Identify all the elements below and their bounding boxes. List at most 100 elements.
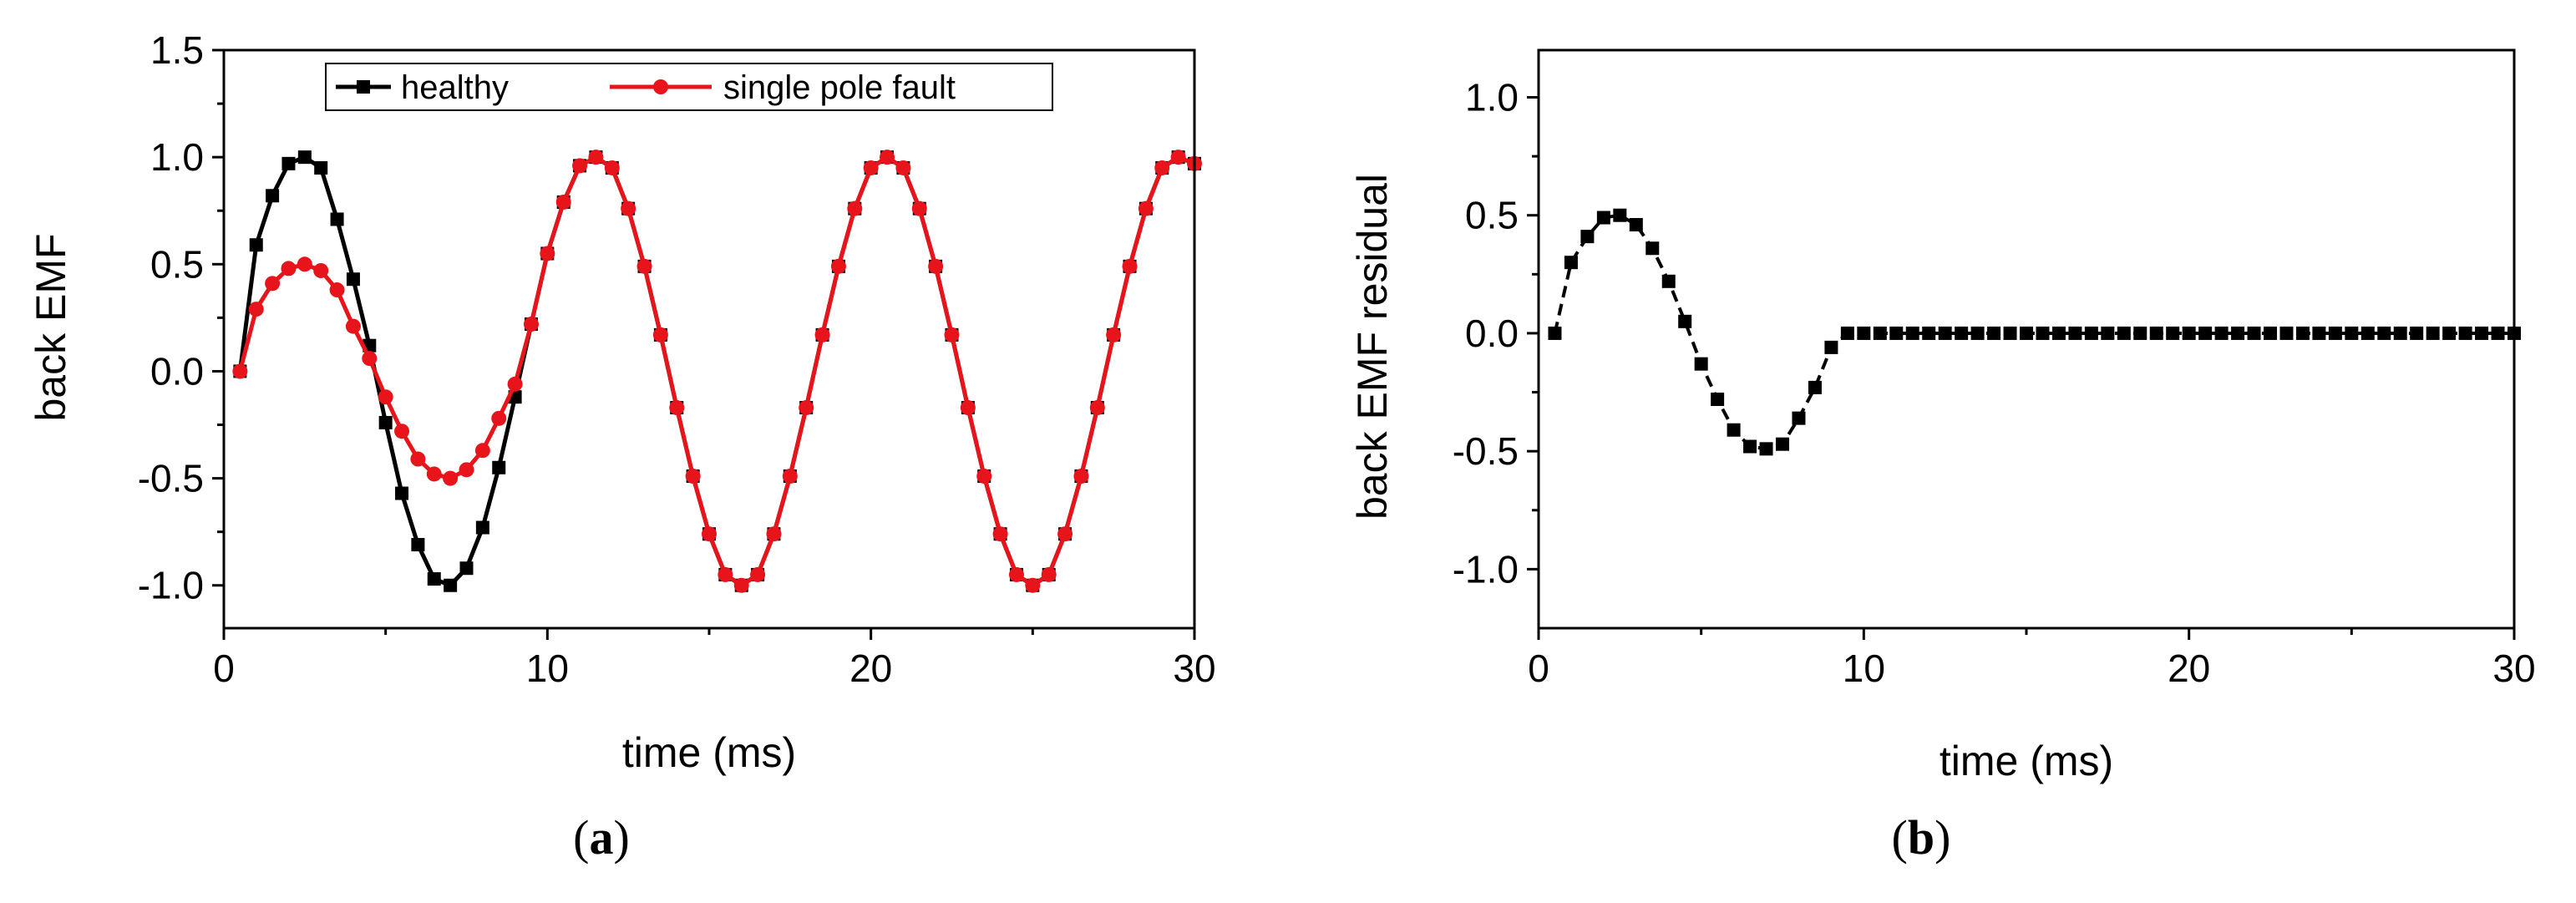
panel-b-label-close-paren: ) xyxy=(1935,810,1950,865)
panel-b-series-0-point xyxy=(2003,326,2017,340)
panel-a-healthy-point xyxy=(266,189,280,203)
panel-a-single-pole-fault-point xyxy=(652,327,668,342)
panel-a-single-pole-fault-point xyxy=(1170,150,1186,165)
panel-a-single-pole-fault-point xyxy=(830,258,846,274)
panel-a-single-pole-fault-point xyxy=(345,318,361,334)
panel-a-single-pole-fault-point xyxy=(1008,566,1024,582)
panel-a-single-pole-fault-point xyxy=(540,246,555,261)
panel-a-single-pole-fault-point xyxy=(410,451,426,467)
panel-b-series-0-point xyxy=(1580,230,1595,244)
panel-a-healthy-point xyxy=(475,520,489,535)
panel-a-single-pole-fault-point xyxy=(992,526,1008,542)
panel-a-single-pole-fault-point xyxy=(248,302,264,317)
panel-b-series-0-point xyxy=(2360,326,2375,340)
panel-b-series-0-point xyxy=(2020,326,2033,340)
panel-a-healthy-point xyxy=(378,415,393,429)
panel-a-single-pole-fault-point xyxy=(669,400,685,416)
panel-b-series-layer xyxy=(1548,208,2521,456)
panel-a-y-tick-label: -1.0 xyxy=(138,564,204,607)
panel-a-healthy-point xyxy=(444,578,458,592)
panel-b-series-0-point xyxy=(1792,411,1806,425)
panel-a-healthy-line xyxy=(237,155,1195,588)
panel-b-series-0-point xyxy=(1645,241,1660,256)
panel-a-single-pole-fault-point xyxy=(1025,577,1041,593)
panel-a-single-pole-fault-point xyxy=(621,200,636,216)
panel-b-series-0-point xyxy=(1938,326,1952,340)
panel-a-single-pole-fault-point xyxy=(976,469,992,484)
panel-a-single-pole-fault-point xyxy=(426,466,442,482)
panel-b-series-0-point xyxy=(1613,208,1627,222)
panel-a-single-pole-fault-point xyxy=(1154,160,1170,175)
panel-b-x-tick-label: 30 xyxy=(2492,647,2535,690)
panel-a-single-pole-fault-point xyxy=(766,526,782,542)
panel-b-series-0-point xyxy=(1922,326,1936,340)
panel-a-single-pole-fault-point xyxy=(718,566,733,582)
panel-a-healthy-point xyxy=(314,160,328,175)
panel-a-single-pole-fault-point xyxy=(329,282,345,298)
panel-b-series-0-point xyxy=(2491,326,2505,340)
panel-a-single-pole-fault-point xyxy=(911,200,927,216)
panel-b-y-tick-label: 1.0 xyxy=(1465,75,1519,119)
panel-a-single-pole-fault-point xyxy=(1138,200,1154,216)
panel-a-single-pole-fault-point xyxy=(1057,526,1073,542)
panel-b-series-0-point xyxy=(1824,340,1838,354)
panel-a-y-tick-label: -0.5 xyxy=(138,457,204,500)
panel-b-series-0-point xyxy=(1661,274,1676,288)
panel-a-y-tick-label: 1.5 xyxy=(150,28,204,72)
panel-a-single-pole-fault-point xyxy=(702,526,717,542)
panel-b-series-0-point xyxy=(2182,326,2196,340)
panel-a-single-pole-fault-point xyxy=(362,351,378,367)
panel-a-single-pole-fault-point xyxy=(733,577,749,593)
panel-b-series-0-point xyxy=(2166,326,2180,340)
panel-a-single-pole-fault-point xyxy=(847,200,863,216)
panel-a-x-tick-label: 0 xyxy=(213,647,235,690)
panel-b-y-tick-label: -1.0 xyxy=(1453,547,1519,591)
panel-b-series-0-point xyxy=(2036,326,2050,340)
panel-a-single-pole-fault-point xyxy=(863,160,879,175)
panel-b-series-0-point xyxy=(2410,326,2424,340)
panel-a-healthy-point xyxy=(492,460,506,474)
panel-b-series-0-point xyxy=(1596,211,1610,225)
panel-a-single-pole-fault-point xyxy=(895,160,911,175)
panel-a-ticks-layer: 0 10 20 30 1.5 1.0 0.5 0.0 -0.5 -1.0 xyxy=(138,28,1216,690)
panel-b-series-0-point xyxy=(1955,326,1969,340)
panel-a-single-pole-fault-point xyxy=(491,410,507,426)
panel-a-x-tick-label: 10 xyxy=(526,647,569,690)
panel-a-single-pole-fault-point xyxy=(1089,400,1105,416)
panel-b-y-tick-label: -0.5 xyxy=(1453,429,1519,473)
panel-b-series-0-point xyxy=(1873,326,1887,340)
panel-a-healthy-point xyxy=(281,156,296,170)
panel-a-single-pole-fault-point xyxy=(474,443,490,459)
panel-b-series-0-point xyxy=(1548,326,1562,340)
panel-a-single-pole-fault-point xyxy=(1041,566,1057,582)
panel-b-series-0-point xyxy=(1759,442,1773,456)
panel-a-label-close-paren: ) xyxy=(614,810,630,865)
panel-b-series-0-point xyxy=(2328,326,2342,340)
legend-single-pole-fault-label: single pole fault xyxy=(723,69,956,106)
panel-a-healthy-point xyxy=(330,212,344,226)
panel-a-y-axis-label: back EMF xyxy=(28,233,74,421)
panel-b-y-axis-label: back EMF residual xyxy=(1349,174,1396,520)
panel-a-healthy-point xyxy=(297,150,312,165)
panel-b-series-0-point xyxy=(1678,314,1692,328)
legend-single-pole-fault-marker xyxy=(653,79,668,94)
panel-a-single-pole-fault-point xyxy=(459,462,474,478)
panel-a-label: (a) xyxy=(573,810,630,865)
panel-b: 0 10 20 30 1.0 0.5 0.0 -0.5 -1.0 time (ms) back … xyxy=(1349,48,2536,865)
legend-healthy-marker xyxy=(357,80,370,94)
panel-a-single-pole-fault-point xyxy=(523,317,539,332)
panel-a-single-pole-fault-point xyxy=(588,150,604,165)
panel-b-label-open-paren: ( xyxy=(1892,810,1908,865)
panel-a-single-pole-fault-point xyxy=(297,256,312,272)
panel-a-x-axis-label: time (ms) xyxy=(622,729,796,776)
panel-a-healthy-point xyxy=(411,538,425,552)
panel-a-single-pole-fault-point xyxy=(782,469,798,484)
panel-b-series-0-point xyxy=(1970,326,1985,340)
panel-b-series-0-point xyxy=(2068,326,2082,340)
panel-b-series-0-point xyxy=(2377,326,2391,340)
panel-b-y-tick-label: 0.5 xyxy=(1465,194,1519,237)
panel-b-series-0-point xyxy=(1889,326,1904,340)
panel-b-series-0-point xyxy=(2198,326,2213,340)
panel-a-legend: healthy single pole fault xyxy=(325,63,1053,111)
